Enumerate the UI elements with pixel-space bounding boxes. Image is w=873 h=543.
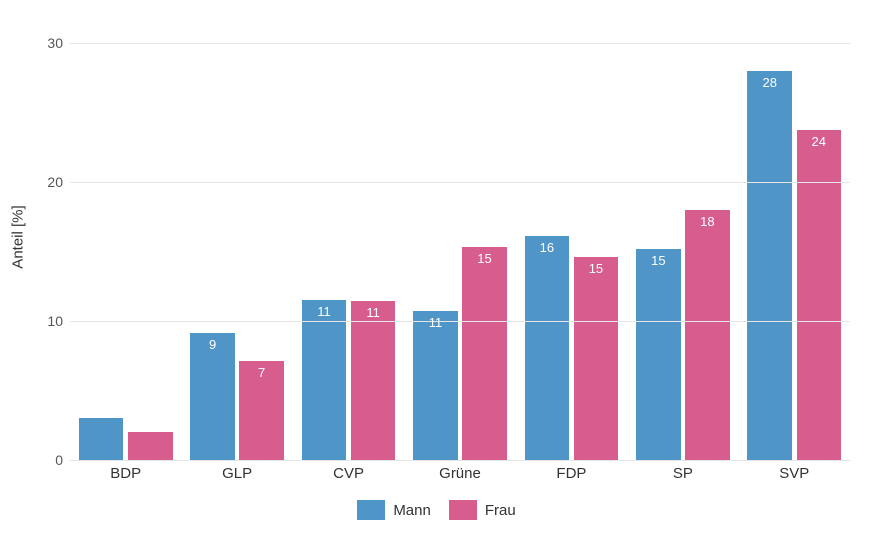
legend-label-frau: Frau [485,502,516,519]
bar-mann-fdp: 16 [525,236,570,460]
bar-value-label: 11 [413,315,458,330]
x-tick-label: CVP [333,465,364,482]
bars-layer: 97 11 11 11 15 16 15 15 18 28 24 [70,15,850,460]
x-tick-label: GLP [222,465,252,482]
legend-label-mann: Mann [393,502,431,519]
gridline [70,460,850,461]
bar-value-label: 24 [797,134,842,149]
plot-area: 97 11 11 11 15 16 15 15 18 28 24 [70,15,850,460]
bar-value-label: 28 [747,75,792,90]
y-axis-title: Anteil [%] [10,205,27,268]
y-tick-label: 20 [23,174,63,190]
bar-frau-svp: 24 [797,130,842,460]
chart-container: Anteil [%] 97 11 11 11 15 16 15 15 18 28 24 Mann F… [0,0,873,543]
y-tick-label: 30 [23,35,63,51]
x-tick-label: Grüne [439,465,481,482]
legend-item-frau: Frau [449,500,516,520]
y-tick-label: 10 [23,313,63,329]
bar-mann-sp: 15 [636,249,681,460]
x-tick-label: SVP [779,465,809,482]
gridline [70,321,850,322]
bar-mann-bdp [79,418,124,460]
x-tick-label: BDP [110,465,141,482]
legend-item-mann: Mann [357,500,431,520]
legend-swatch-mann [357,500,385,520]
bar-frau-cvp: 11 [351,301,396,460]
bar-mann-glp: 9 [190,333,235,460]
bar-value-label: 11 [351,305,396,320]
gridline [70,182,850,183]
bar-value-label: 11 [302,304,347,319]
bar-value-label: 16 [525,240,570,255]
bar-frau-glp: 7 [239,361,284,460]
x-tick-label: FDP [556,465,586,482]
gridline [70,43,850,44]
bar-value-label: 15 [574,261,619,276]
bar-mann-svp: 28 [747,71,792,460]
legend-swatch-frau [449,500,477,520]
bar-frau-bdp [128,432,173,460]
y-tick-label: 0 [23,452,63,468]
bar-value-label: 15 [636,253,681,268]
legend: Mann Frau [0,500,873,520]
bar-mann-grüne: 11 [413,311,458,460]
bar-frau-grüne: 15 [462,247,507,460]
bar-value-label: 15 [462,251,507,266]
bar-frau-sp: 18 [685,210,730,460]
x-tick-label: SP [673,465,693,482]
bar-value-label: 7 [239,365,284,380]
bar-frau-fdp: 15 [574,257,619,460]
bar-mann-cvp: 11 [302,300,347,460]
bar-value-label: 18 [685,214,730,229]
bar-value-label: 9 [190,337,235,352]
